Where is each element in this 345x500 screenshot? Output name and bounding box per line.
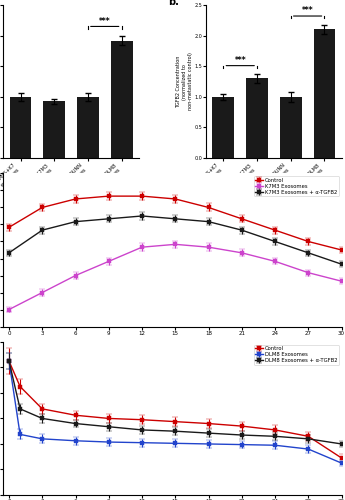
Legend: Control, DLM8 Exosomes, DLM8 Exosomes + α-TGFB2: Control, DLM8 Exosomes, DLM8 Exosomes + … — [254, 344, 339, 365]
Bar — [111, 40, 132, 158]
Bar — [43, 101, 65, 158]
Text: ***: *** — [302, 6, 313, 16]
Bar — [246, 78, 268, 158]
Bar — [213, 97, 234, 158]
Bar — [77, 97, 99, 158]
Y-axis label: TGFB2 Concentration
(normalized to
non-metastatic control): TGFB2 Concentration (normalized to non-m… — [176, 52, 193, 110]
Legend: Control, K7M3 Exosomes, K7M3 Exosomes + α-TGFB2: Control, K7M3 Exosomes, K7M3 Exosomes + … — [254, 176, 339, 197]
Text: b.: b. — [168, 0, 179, 8]
X-axis label: Time (Hours): Time (Hours) — [150, 342, 195, 348]
Bar — [280, 97, 302, 158]
Text: ***: *** — [99, 17, 110, 26]
Text: ***: *** — [235, 56, 246, 65]
Bar — [314, 30, 335, 158]
Bar — [10, 97, 31, 158]
